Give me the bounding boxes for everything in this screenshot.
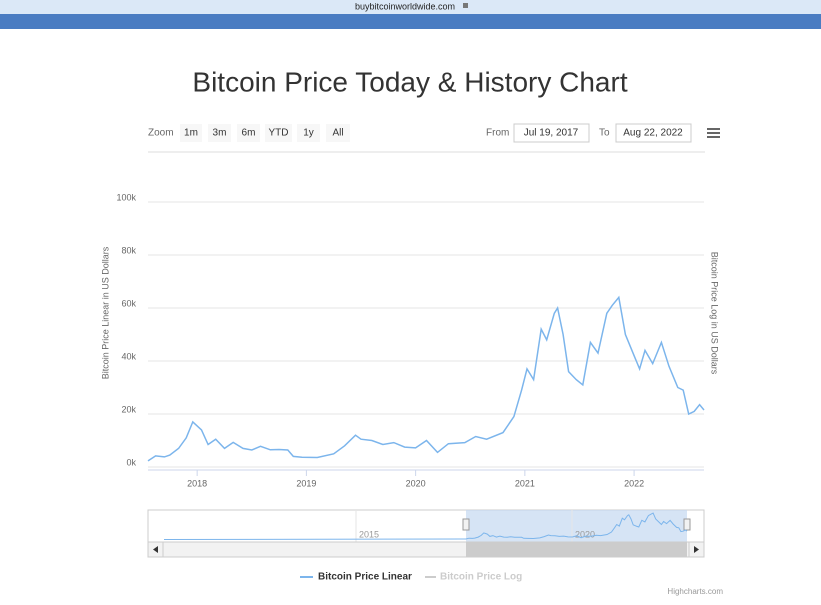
zoom-button-label: 3m (213, 128, 227, 139)
menu-bar (707, 136, 720, 138)
menu-bar (707, 132, 720, 134)
zoom-button[interactable] (265, 124, 292, 142)
y-tick-label: 0k (126, 457, 136, 467)
zoom-label: Zoom (148, 128, 174, 139)
to-label: To (599, 128, 610, 139)
scrollbar-thumb[interactable] (466, 542, 687, 557)
price-line (147, 295, 705, 462)
x-tick-label: 2021 (515, 478, 535, 488)
y-tick-label: 60k (121, 298, 136, 308)
zoom-button[interactable] (326, 124, 350, 142)
y-tick-label: 20k (121, 404, 136, 414)
zoom-button[interactable] (237, 124, 260, 142)
site-header (0, 14, 821, 29)
zoom-button[interactable] (297, 124, 320, 142)
y-axis-title: Bitcoin Price Linear in US Dollars (100, 246, 110, 379)
legend-item[interactable]: Bitcoin Price Log (440, 572, 522, 583)
arrow-icon (694, 546, 699, 553)
navigator-handle[interactable] (462, 518, 470, 531)
from-input[interactable] (513, 123, 590, 143)
navigator-handle[interactable] (683, 518, 691, 531)
zoom-button[interactable] (208, 124, 231, 142)
credits: Highcharts.com (667, 587, 723, 596)
legend-item[interactable]: Bitcoin Price Linear (318, 572, 412, 583)
navigator-history-line (163, 538, 467, 540)
x-tick-label: 2022 (624, 478, 644, 488)
navigator-label: 2020 (575, 529, 595, 539)
x-tick-label: 2020 (406, 478, 426, 488)
url: buybitcoinworldwide.com (355, 1, 455, 11)
address-bar (0, 0, 821, 14)
menu-bar (707, 128, 720, 130)
to-value: Aug 22, 2022 (623, 128, 683, 139)
x-tick-label: 2019 (296, 478, 316, 488)
zoom-button-label: 6m (242, 128, 256, 139)
lock-icon (463, 3, 468, 8)
chart-title: Bitcoin Price Today & History Chart (192, 66, 627, 97)
y-tick-label: 40k (121, 351, 136, 361)
from-label: From (486, 128, 509, 139)
zoom-button-label: All (332, 128, 343, 139)
y2-axis-title: Bitcoin Price Log in US Dollars (710, 252, 720, 375)
x-tick-label: 2018 (187, 478, 207, 488)
to-input[interactable] (615, 123, 692, 143)
menu-button[interactable] (707, 128, 720, 138)
arrow-icon (153, 546, 158, 553)
zoom-button-label: 1m (184, 128, 198, 139)
zoom-button-label: 1y (303, 128, 314, 139)
zoom-button[interactable] (180, 124, 202, 142)
zoom-button-label: YTD (269, 128, 289, 139)
navigator-label: 2015 (359, 529, 379, 539)
y-tick-label: 80k (121, 245, 136, 255)
navigator-line (465, 512, 688, 540)
from-value: Jul 19, 2017 (524, 128, 579, 139)
y-tick-label: 100k (116, 192, 136, 202)
